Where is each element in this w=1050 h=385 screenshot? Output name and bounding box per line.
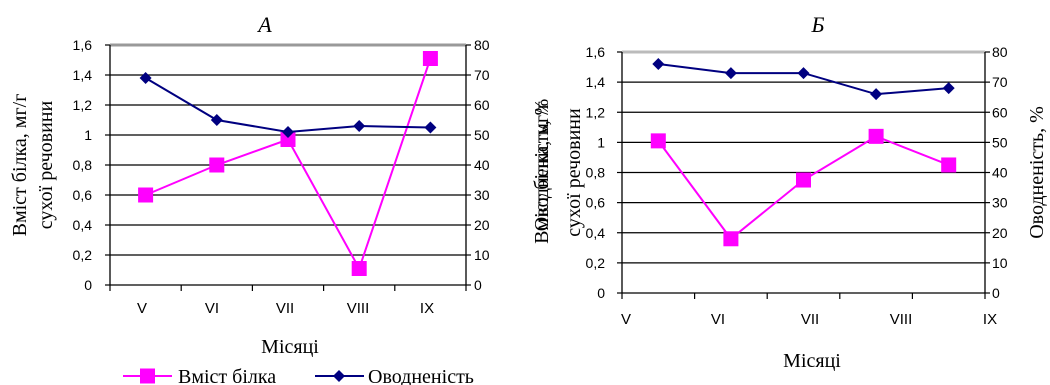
y-tick-left: 0,2 <box>73 247 93 263</box>
y-tick-right: 70 <box>992 74 1008 90</box>
y-tick-left: 1,2 <box>73 97 93 113</box>
y-tick-right: 60 <box>474 97 490 113</box>
y-tick-right: 30 <box>992 195 1008 211</box>
hydration-point <box>797 67 810 80</box>
protein-point <box>280 132 296 147</box>
y-tick-right: 40 <box>474 157 490 173</box>
y-axis-label-left: сухої речовини <box>563 108 585 237</box>
y-tick-right: 40 <box>992 165 1008 181</box>
x-axis-label: Місяці <box>783 350 841 372</box>
protein-point <box>868 128 884 144</box>
x-tick-label: VII <box>276 300 294 317</box>
y-tick-right: 70 <box>474 67 490 83</box>
protein-point <box>138 187 154 203</box>
protein-point <box>351 261 367 276</box>
y-tick-left: 0,6 <box>586 195 606 211</box>
legend-protein-label: Вміст білка <box>178 366 276 385</box>
y-tick-right: 80 <box>992 44 1008 60</box>
y-tick-left: 0,2 <box>586 255 606 271</box>
legend-protein-swatch <box>140 368 155 384</box>
chart-b: Б 0 0 0,2 10 0,4 20 0,6 30 0,8 40 1 50 1,2 60 1,4 70 1,6 8… <box>531 12 1048 372</box>
hydration-point <box>139 72 152 84</box>
hydration-point <box>282 126 294 138</box>
y-axis-label-left: Вміст білка, мг/г <box>531 101 553 244</box>
y-tick-left: 0 <box>597 285 605 301</box>
y-tick-right: 60 <box>992 104 1008 120</box>
y-tick-left: 1,4 <box>73 67 93 83</box>
protein-point <box>422 51 438 66</box>
chart-title: Б <box>811 12 825 37</box>
x-tick-label: VI <box>205 300 219 317</box>
y-tick-left: 0,4 <box>73 217 93 233</box>
chart-a: А 0 0 0,2 10 0,4 20 0,6 30 0,8 40 1 50 1,2 60 1,4 70 1,6 8… <box>9 12 553 358</box>
y-tick-left: 0,8 <box>73 157 93 173</box>
y-tick-left: 1,6 <box>586 44 606 60</box>
x-axis-label: Місяці <box>261 336 319 358</box>
legend: Вміст білка Оводненість <box>123 366 474 385</box>
x-tick-label: VIII <box>347 300 370 317</box>
legend-hydration-label: Оводненість <box>368 366 474 385</box>
x-tick-label: V <box>621 311 631 328</box>
legend-hydration-swatch <box>333 370 345 382</box>
y-axis-label-right: Оводненість, % <box>531 99 553 232</box>
y-tick-left: 0,6 <box>73 187 93 203</box>
hydration-point <box>652 58 665 71</box>
x-tick-label: V <box>137 300 147 317</box>
y-tick-right: 0 <box>992 285 1000 301</box>
y-tick-right: 20 <box>992 225 1008 241</box>
y-tick-left: 1 <box>84 127 92 143</box>
x-tick-label: VI <box>711 311 725 328</box>
y-tick-left: 1,4 <box>586 74 606 90</box>
y-tick-right: 50 <box>474 127 490 143</box>
y-tick-left: 1 <box>597 134 605 150</box>
hydration-point <box>724 67 737 80</box>
x-tick-label: VII <box>801 311 819 328</box>
y-tick-right: 10 <box>474 247 490 263</box>
hydration-point <box>210 114 223 126</box>
protein-point <box>650 133 666 149</box>
protein-point <box>209 157 225 173</box>
y-tick-left: 0,4 <box>586 225 606 241</box>
x-tick-label: IX <box>983 311 997 328</box>
y-tick-right: 20 <box>474 217 490 233</box>
hydration-point <box>424 121 437 134</box>
hydration-point <box>353 120 366 132</box>
y-tick-right: 80 <box>474 37 490 53</box>
protein-point <box>723 231 739 247</box>
hydration-point <box>942 82 955 95</box>
y-tick-left: 0,8 <box>586 165 606 181</box>
y-tick-right: 50 <box>992 134 1008 150</box>
y-tick-right: 10 <box>992 255 1008 271</box>
y-tick-left: 1,2 <box>586 104 606 120</box>
x-tick-label: IX <box>420 300 434 317</box>
protein-line <box>145 58 432 271</box>
y-axis-label-right: Оводненість, % <box>1026 106 1048 239</box>
chart-title: А <box>256 12 272 37</box>
y-tick-left: 0 <box>84 277 92 293</box>
y-axis-label-left: сухої речовини <box>35 101 57 230</box>
y-tick-right: 0 <box>474 277 482 293</box>
protein-point <box>941 157 957 173</box>
y-tick-left: 1,6 <box>73 37 93 53</box>
hydration-point <box>870 88 883 101</box>
protein-line <box>657 135 950 241</box>
x-tick-label: VIII <box>890 311 913 328</box>
protein-point <box>796 172 811 188</box>
y-tick-right: 30 <box>474 187 490 203</box>
y-axis-label-left: Вміст білка, мг/г <box>9 94 31 237</box>
